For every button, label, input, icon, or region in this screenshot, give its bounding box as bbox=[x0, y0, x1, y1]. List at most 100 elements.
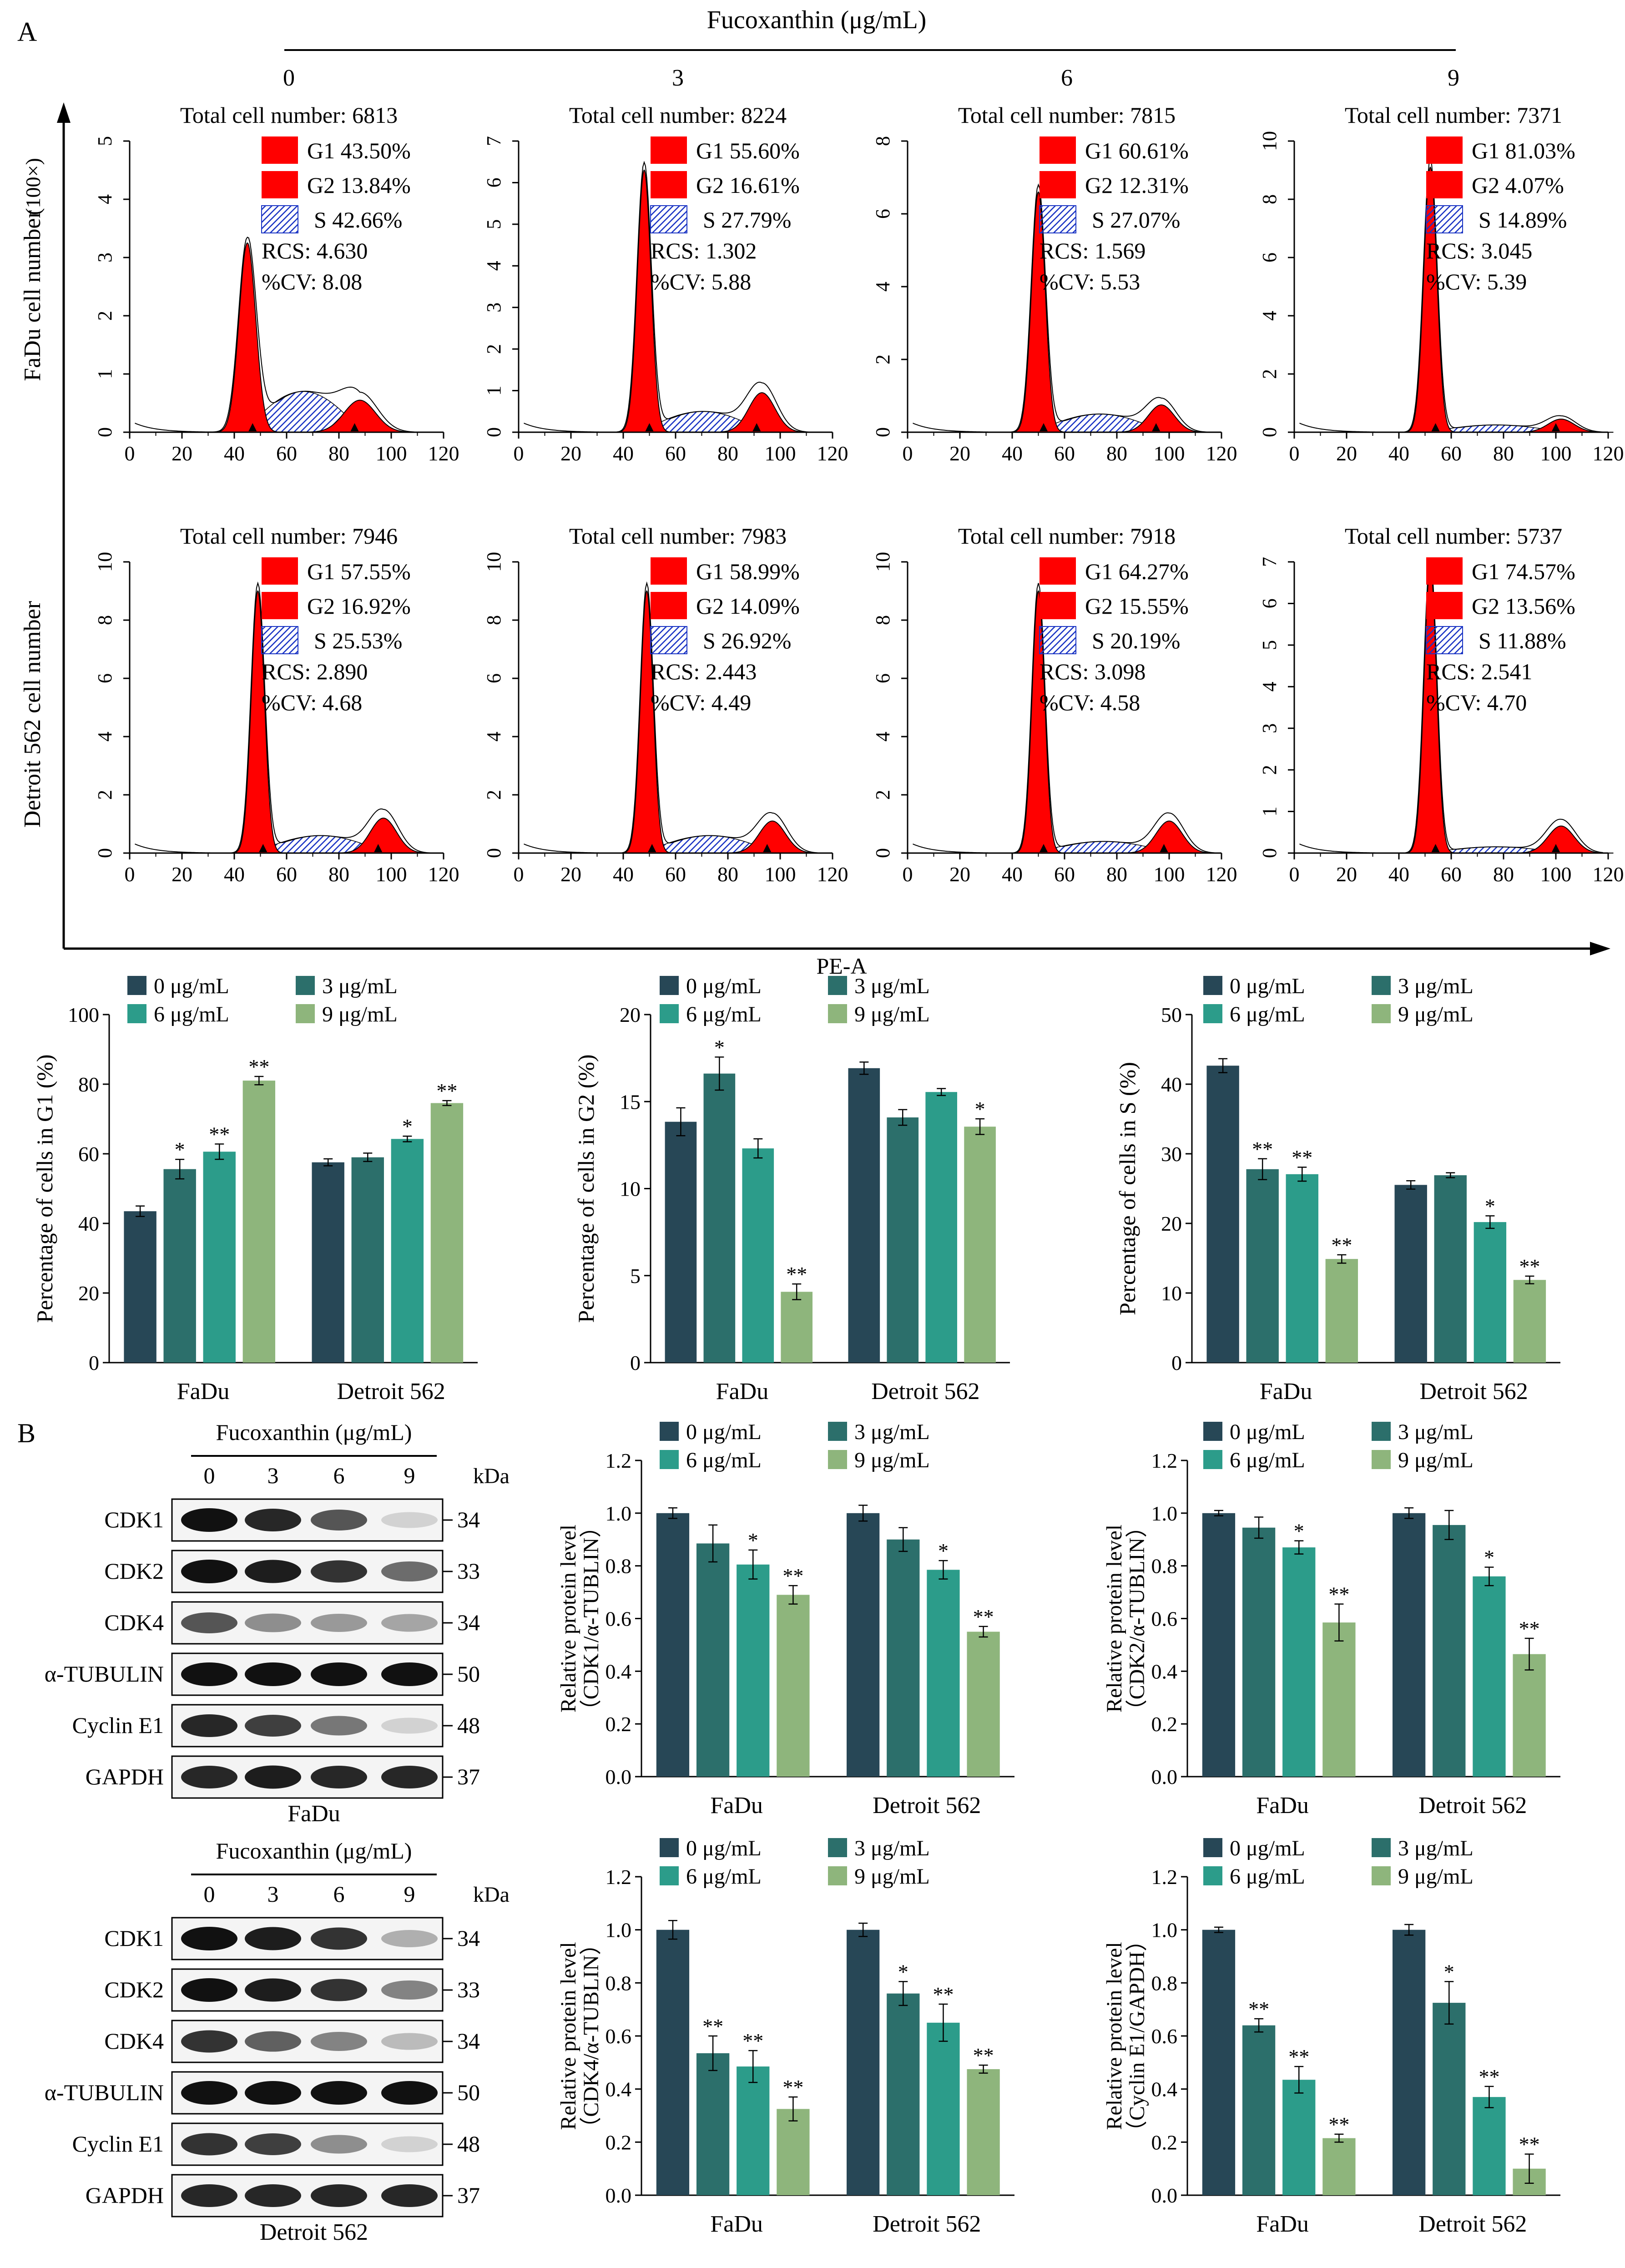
g2-percent: G2 13.84% bbox=[307, 172, 411, 198]
g2-peak bbox=[719, 820, 825, 854]
g1-peak bbox=[231, 590, 284, 854]
protein-band bbox=[311, 2135, 367, 2154]
y-tick-label: 8 bbox=[94, 615, 116, 625]
bar bbox=[1473, 2097, 1506, 2195]
bar bbox=[312, 1162, 344, 1363]
s-percent: S 11.88% bbox=[1479, 628, 1566, 653]
y-tick-label: 5 bbox=[483, 219, 505, 229]
y-tick-label: 0.6 bbox=[606, 1607, 632, 1631]
legend-swatch bbox=[1203, 1450, 1222, 1469]
protein-name: CDK1 bbox=[104, 1925, 164, 1951]
protein-band bbox=[311, 2081, 367, 2105]
y-tick-label: 8 bbox=[483, 615, 505, 625]
protein-band bbox=[311, 1979, 367, 2001]
bar-chart: 0 μg/mL 3 μg/mL 6 μg/mL 9 μg/mL 0 5 10 15 20 Perc… bbox=[573, 974, 1010, 1404]
protein-band bbox=[181, 1508, 237, 1532]
peak-marker bbox=[350, 423, 359, 431]
g1-peak bbox=[1013, 590, 1064, 854]
row-label-detroit: Detroit 562 cell number bbox=[20, 601, 45, 828]
bar bbox=[1282, 2080, 1316, 2195]
bar bbox=[967, 1632, 1000, 1777]
total-cell-number: Total cell number: 8224 bbox=[569, 102, 787, 128]
kda-value: 34 bbox=[457, 2028, 480, 2054]
y-tick-label: 10 bbox=[1161, 1282, 1182, 1305]
y-tick-label: 0 bbox=[89, 1351, 99, 1374]
protein-band bbox=[311, 1766, 367, 1788]
x-tick-label: 0 bbox=[1289, 442, 1300, 465]
bar bbox=[1473, 1576, 1506, 1777]
peak-marker bbox=[259, 844, 267, 852]
kda-value: 50 bbox=[457, 2080, 480, 2105]
x-tick-label: 100 bbox=[376, 863, 407, 886]
protein-band bbox=[381, 1512, 438, 1528]
bar bbox=[1242, 1527, 1276, 1777]
lane-label: 3 bbox=[267, 1463, 279, 1488]
bar bbox=[887, 1993, 920, 2195]
significance-mark: ** bbox=[1328, 2113, 1349, 2136]
cv-value: %CV: 5.53 bbox=[1040, 269, 1140, 294]
kda-value: 37 bbox=[457, 1764, 480, 1789]
legend-swatch bbox=[660, 1004, 679, 1023]
category-label: Detroit 562 bbox=[873, 2211, 981, 2237]
significance-mark: * bbox=[175, 1138, 185, 1161]
bar bbox=[1394, 1185, 1427, 1363]
x-tick-label: 80 bbox=[328, 442, 349, 465]
g1-percent: G1 64.27% bbox=[1085, 559, 1189, 584]
y-tick-label: 7 bbox=[483, 136, 505, 146]
y-tick-label: 60 bbox=[78, 1142, 99, 1166]
g2-percent: G2 15.55% bbox=[1085, 593, 1189, 619]
peak-marker bbox=[648, 844, 656, 852]
y-tick-label: 8 bbox=[1258, 194, 1281, 204]
protein-band bbox=[381, 1930, 438, 1947]
legend-entry: 6 μg/mL bbox=[1230, 1448, 1305, 1472]
rcs-value: RCS: 1.302 bbox=[651, 238, 757, 263]
bar bbox=[391, 1139, 424, 1363]
protein-name: CDK2 bbox=[104, 1977, 164, 2002]
significance-mark: ** bbox=[1519, 1617, 1540, 1640]
bar bbox=[656, 1930, 690, 2195]
legend-swatch bbox=[828, 1838, 847, 1857]
histogram-outline bbox=[524, 581, 828, 854]
y-tick-label: 0 bbox=[1171, 1351, 1182, 1374]
legend-entry: 6 μg/mL bbox=[1230, 1002, 1305, 1026]
y-tick-label: 10 bbox=[1258, 131, 1281, 151]
y-tick-label: 30 bbox=[1161, 1142, 1182, 1166]
category-label: Detroit 562 bbox=[1420, 1379, 1528, 1404]
g2-peak bbox=[1116, 820, 1222, 854]
kda-value: 48 bbox=[457, 2131, 480, 2157]
y-tick-label: 20 bbox=[1161, 1212, 1182, 1235]
legend-swatch bbox=[1372, 1838, 1391, 1857]
protein-band bbox=[381, 1561, 438, 1581]
significance-mark: ** bbox=[1288, 2045, 1309, 2068]
histogram: Total cell number: 8224 0 1 2 3 4 5 6 7 0 20 40 60 80… bbox=[483, 102, 848, 465]
bar bbox=[964, 1126, 996, 1363]
y-tick-label: 0.8 bbox=[1151, 1971, 1178, 1995]
y-tick-label: 7 bbox=[1258, 557, 1281, 567]
cv-value: %CV: 4.58 bbox=[1040, 690, 1140, 715]
x-tick-label: 120 bbox=[1593, 442, 1624, 465]
x-tick-label: 60 bbox=[276, 442, 297, 465]
legend-entry: 6 μg/mL bbox=[1230, 1864, 1305, 1889]
y-tick-label: 0.8 bbox=[1151, 1555, 1178, 1578]
significance-mark: * bbox=[748, 1529, 758, 1552]
histogram: Total cell number: 6813 0 1 2 3 4 5 0 20 40 60 80 10… bbox=[94, 102, 459, 465]
protein-band bbox=[181, 1714, 237, 1737]
significance-mark: ** bbox=[742, 2029, 763, 2052]
x-tick-label: 20 bbox=[560, 442, 581, 465]
y-tick-label: 0.2 bbox=[1151, 2131, 1178, 2154]
x-tick-label: 20 bbox=[172, 863, 192, 886]
bar bbox=[656, 1513, 690, 1777]
protein-band bbox=[245, 1509, 301, 1531]
y-tick-label: 0.6 bbox=[1151, 1607, 1178, 1631]
category-label: FaDu bbox=[710, 2211, 763, 2237]
bar bbox=[696, 1543, 730, 1777]
significance-mark: ** bbox=[782, 2076, 803, 2099]
bar bbox=[242, 1081, 276, 1363]
g1-percent: G1 55.60% bbox=[696, 138, 800, 163]
x-arrow-head bbox=[1590, 942, 1610, 955]
histogram-outline bbox=[524, 161, 828, 433]
bar bbox=[1282, 1547, 1316, 1777]
g1-peak bbox=[621, 590, 672, 854]
g2-legend-swatch bbox=[1040, 171, 1076, 198]
